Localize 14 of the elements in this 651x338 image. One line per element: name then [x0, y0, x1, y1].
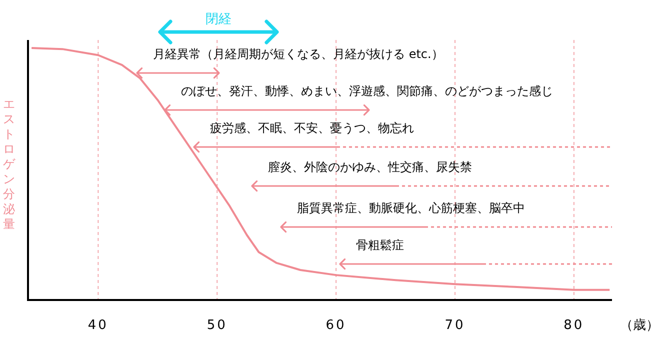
text: 閉経: [206, 12, 232, 27]
x-tick-label: 50: [206, 318, 228, 333]
annotation: 疲労感、不眠、不安、憂うつ、物忘れ: [210, 121, 414, 135]
x-tick-label: 80: [564, 318, 584, 333]
x-tick-label: 70: [444, 318, 466, 333]
text: エストロゲン分泌量: [3, 97, 15, 231]
annotation: 膣炎、外陰のかゆみ、性交痛、尿失禁: [268, 160, 472, 174]
x-tick-label: 60: [326, 318, 346, 333]
annotation: のぼせ、発汗、動悸、めまい、浮遊感、関節痛、のどがつまった感じ: [181, 84, 553, 98]
x-axis-title: （歳）: [620, 318, 651, 333]
annotation: 月経異常（月経周期が短くなる、月経が抜ける etc.）: [153, 47, 444, 61]
x-tick-label: 40: [88, 318, 108, 333]
annotation: 骨粗鬆症: [356, 238, 404, 252]
annotation: 脂質異常症、動脈硬化、心筋梗塞、脳卒中: [297, 201, 525, 215]
